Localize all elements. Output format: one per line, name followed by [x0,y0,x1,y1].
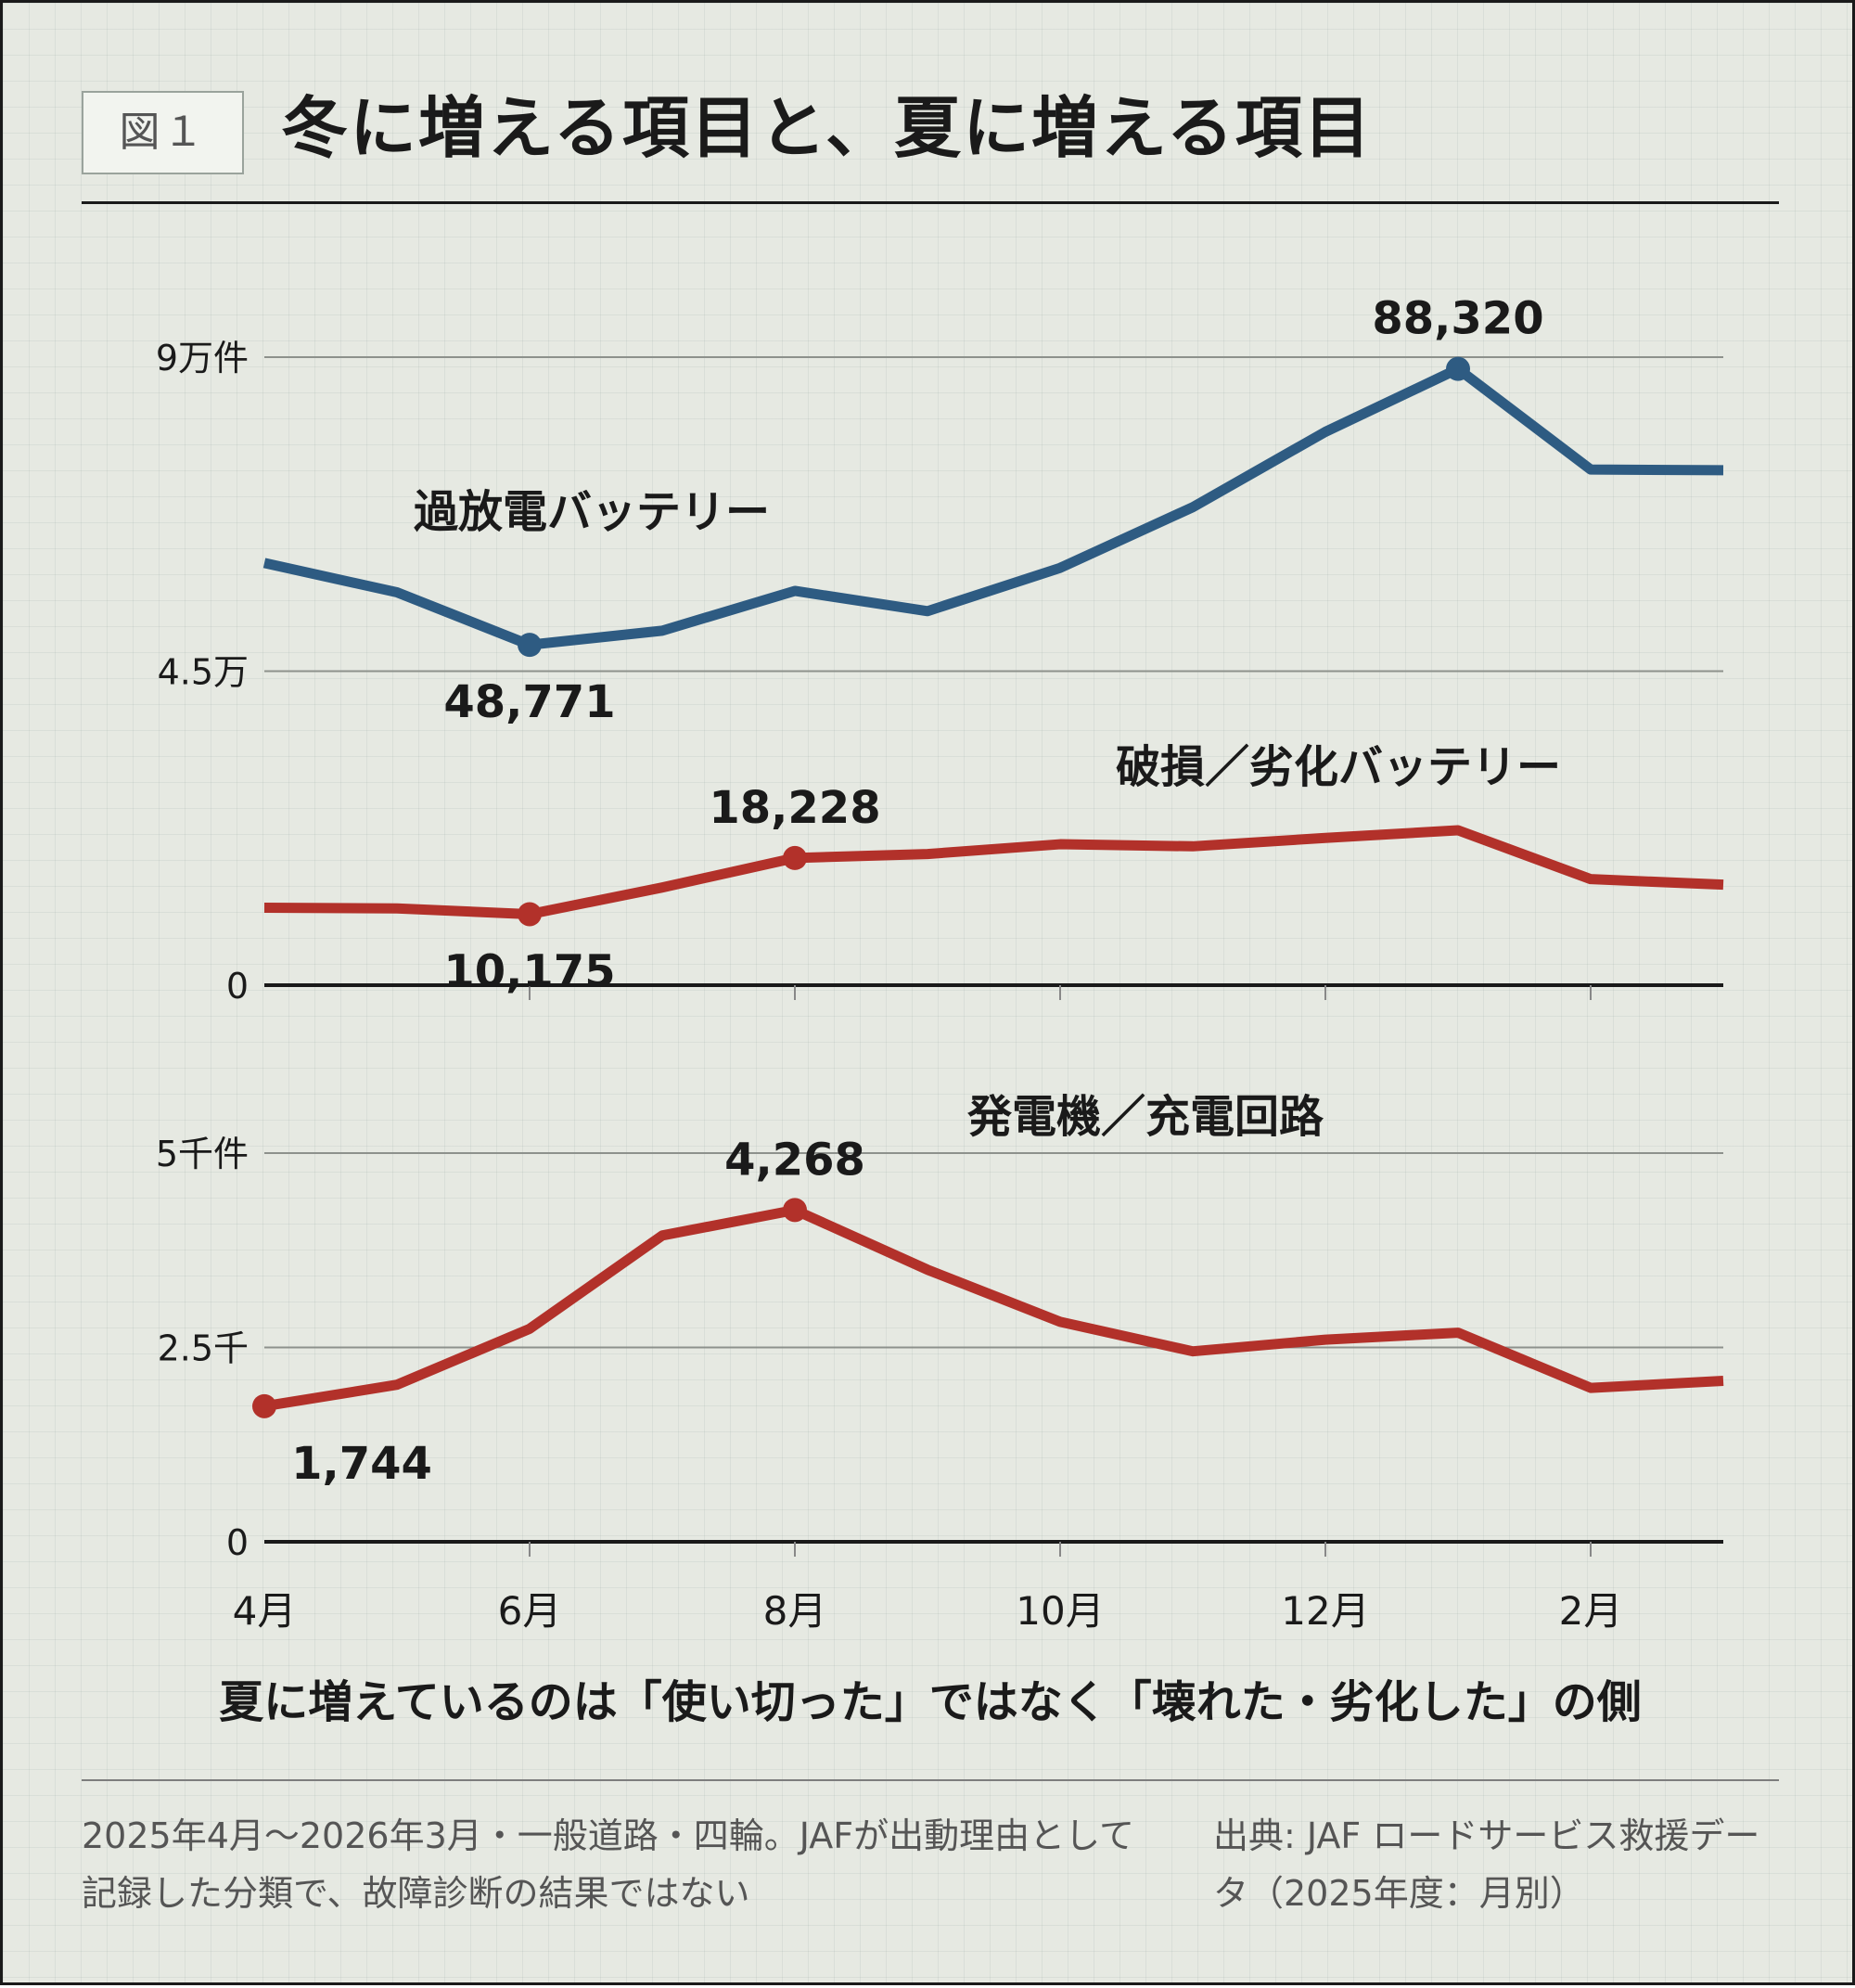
y-tick-label: 4.5万 [158,652,249,693]
x-tick-label: 8月 [763,1588,827,1634]
y-tick-label: 0 [226,1522,249,1563]
x-tick-label: 12月 [1281,1588,1369,1634]
series-line [262,364,1724,650]
series-line [263,825,1724,919]
footnote: 2025年4月～2026年3月・一般道路・四輪。JAFが出動理由として記録した分… [82,1815,1135,1914]
title-divider [82,201,1779,204]
series-label: 破損／劣化バッテリー [1116,741,1561,793]
y-tick-label: 2.5千 [158,1328,249,1369]
x-tick-label: 2月 [1559,1588,1623,1634]
y-tick-label: 5千件 [156,1134,249,1174]
figure-number-badge: 図１ [82,91,244,174]
data-point [252,1393,276,1418]
data-label: 4,268 [724,1134,865,1186]
source-note: 出典: JAF ロードサービス救援データ（2025年度：月別） [1213,1815,1760,1914]
x-tick-label: 6月 [498,1588,562,1634]
data-label: 48,771 [443,676,615,728]
data-label: 1,744 [291,1438,432,1490]
y-tick-label: 0 [226,966,249,1007]
series-label: 過放電バッテリー [414,486,770,538]
x-tick-label: 4月 [233,1588,297,1634]
x-tick-label: 10月 [1016,1588,1104,1634]
data-label: 10,175 [443,945,615,997]
footer-divider [82,1779,1779,1781]
series-line [263,1204,1724,1412]
data-point [783,845,807,870]
data-point [1446,356,1470,381]
data-point [783,1198,807,1223]
data-point [518,633,542,658]
data-point [518,902,542,927]
chart-title: 冬に増える項目と、夏に増える項目 [281,88,1373,167]
series-label: 発電機／充電回路 [967,1091,1324,1143]
data-label: 18,228 [709,782,880,834]
data-label: 88,320 [1372,293,1543,345]
chart-caption: 夏に増えているのは「使い切った」ではなく「壊れた・劣化した」の側 [219,1676,1642,1728]
y-tick-label: 9万件 [156,338,249,378]
line-charts: 9万件 4.5万 0 48,771 88,320 過放電バッテリー 10,175 18,228… [156,293,1724,1634]
